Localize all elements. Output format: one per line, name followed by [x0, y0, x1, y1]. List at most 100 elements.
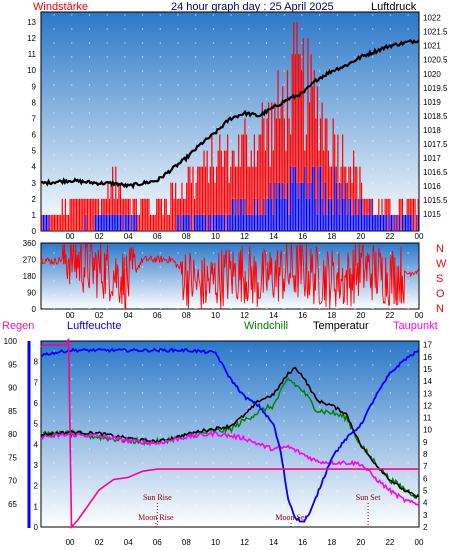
- humidity-tick-label: 95: [8, 360, 17, 369]
- wind-tick-label: 10: [27, 66, 36, 75]
- x-tick-label: 02: [95, 311, 104, 320]
- x-tick-label: 10: [211, 311, 220, 320]
- temperature-tick-label: 9: [423, 438, 428, 447]
- rain-tick-label: 1: [34, 502, 39, 511]
- pressure-tick-label: 1017: [423, 154, 441, 163]
- temperature-tick-label: 15: [423, 365, 432, 374]
- rain-tick-label: 2: [34, 482, 39, 491]
- annotation-label: Sun Rise: [143, 493, 172, 502]
- x-tick-label: 22: [385, 311, 394, 320]
- direction-tick-label: 90: [27, 289, 36, 298]
- temperature-tick-label: 16: [423, 353, 432, 362]
- pressure-tick-label: 1020.5: [423, 56, 448, 65]
- x-tick-label: 02: [95, 232, 104, 241]
- pressure-tick-label: 1021.5: [423, 28, 448, 37]
- temperature-tick-label: 13: [423, 389, 432, 398]
- x-tick-label: 08: [182, 232, 191, 241]
- x-tick-label: 18: [327, 538, 336, 547]
- wind-tick-label: 11: [28, 50, 37, 59]
- luftfeuchte-label: Luftfeuchte: [67, 320, 121, 332]
- x-tick-label: 06: [153, 538, 162, 547]
- humidity-tick-label: 90: [8, 384, 17, 393]
- humidity-tick-label: 65: [8, 500, 17, 509]
- wind-tick-label: 9: [32, 82, 37, 91]
- x-tick-label: 04: [124, 538, 133, 547]
- x-tick-label: 08: [182, 538, 191, 547]
- compass-label: N: [436, 243, 444, 255]
- x-tick-label: 14: [269, 538, 278, 547]
- windchill-label: Windchill: [244, 320, 288, 332]
- pressure-tick-label: 1021: [423, 42, 441, 51]
- pressure-tick-label: 1015: [423, 210, 441, 219]
- regen-label: Regen: [2, 320, 34, 332]
- direction-tick-label: 180: [23, 272, 37, 281]
- x-tick-label: 00: [415, 538, 424, 547]
- pressure-tick-label: 1015.5: [423, 196, 448, 205]
- x-tick-label: 04: [124, 311, 133, 320]
- wind-tick-label: 6: [32, 131, 37, 140]
- temperature-tick-label: 7: [423, 462, 428, 471]
- compass-label: N: [436, 303, 444, 315]
- x-tick-label: 10: [211, 232, 220, 241]
- compass-label: W: [436, 258, 447, 270]
- x-tick-label: 22: [385, 538, 394, 547]
- x-tick-label: 12: [240, 538, 249, 547]
- temperature-tick-label: 10: [423, 426, 432, 435]
- humidity-line: [40, 347, 420, 523]
- annotation-label: Moon Rise: [138, 513, 174, 522]
- x-tick-label: 12: [240, 232, 249, 241]
- x-tick-label: 22: [385, 232, 394, 241]
- x-tick-label: 12: [240, 311, 249, 320]
- windchill-line: [40, 377, 420, 500]
- temperatur-label: Temperatur: [313, 320, 369, 332]
- temperature-tick-label: 12: [423, 401, 432, 410]
- left-axis-label: Windstärke: [33, 1, 88, 13]
- humidity-tick-label: 75: [8, 453, 17, 462]
- compass-label: O: [436, 288, 445, 300]
- temperature-tick-label: 17: [423, 341, 432, 350]
- x-tick-label: 00: [66, 538, 75, 547]
- chart-title: 24 hour graph day : 25 April 2025: [171, 1, 334, 13]
- taupunkt-label: Taupunkt: [393, 320, 438, 332]
- direction-tick-label: 360: [23, 239, 37, 248]
- humidity-tick-label: 80: [8, 430, 17, 439]
- rain-line: [40, 338, 419, 529]
- wind-tick-label: 2: [32, 195, 37, 204]
- pressure-tick-label: 1022: [423, 14, 441, 23]
- temperature-tick-label: 4: [423, 499, 428, 508]
- x-tick-label: 04: [124, 232, 133, 241]
- x-tick-label: 16: [298, 538, 307, 547]
- wind-tick-label: 13: [27, 18, 36, 27]
- right-axis-label: Luftdruck: [371, 1, 417, 13]
- direction-tick-label: 270: [23, 256, 37, 265]
- x-tick-label: 14: [269, 311, 278, 320]
- wind-tick-label: 3: [32, 179, 37, 188]
- temperature-tick-label: 8: [423, 450, 428, 459]
- humidity-tick-label: 100: [4, 337, 18, 346]
- rain-tick-label: 6: [34, 399, 39, 408]
- x-tick-label: 18: [327, 311, 336, 320]
- wind-tick-label: 1: [32, 211, 37, 220]
- x-tick-label: 00: [66, 232, 75, 241]
- pressure-tick-label: 1018: [423, 126, 441, 135]
- x-tick-label: 20: [356, 232, 365, 241]
- temperature-tick-label: 11: [423, 414, 432, 423]
- pressure-line: [40, 39, 420, 190]
- humidity-tick-label: 70: [8, 477, 17, 486]
- rain-tick-label: 4: [34, 440, 39, 449]
- x-tick-label: 14: [269, 232, 278, 241]
- rain-tick-label: 7: [34, 378, 39, 387]
- x-tick-label: 00: [415, 232, 424, 241]
- x-tick-label: 08: [182, 311, 191, 320]
- annotation-label: Moon Set: [275, 513, 307, 522]
- panel-wind-pressure-grid: [41, 12, 419, 231]
- temperature-tick-label: 3: [423, 511, 428, 520]
- temperature-line: [41, 366, 420, 499]
- wind-tick-label: 0: [32, 227, 37, 236]
- temperature-tick-label: 5: [423, 487, 428, 496]
- x-tick-label: 18: [327, 232, 336, 241]
- x-tick-label: 00: [66, 311, 75, 320]
- x-tick-label: 20: [356, 311, 365, 320]
- pressure-tick-label: 1018.5: [423, 112, 448, 121]
